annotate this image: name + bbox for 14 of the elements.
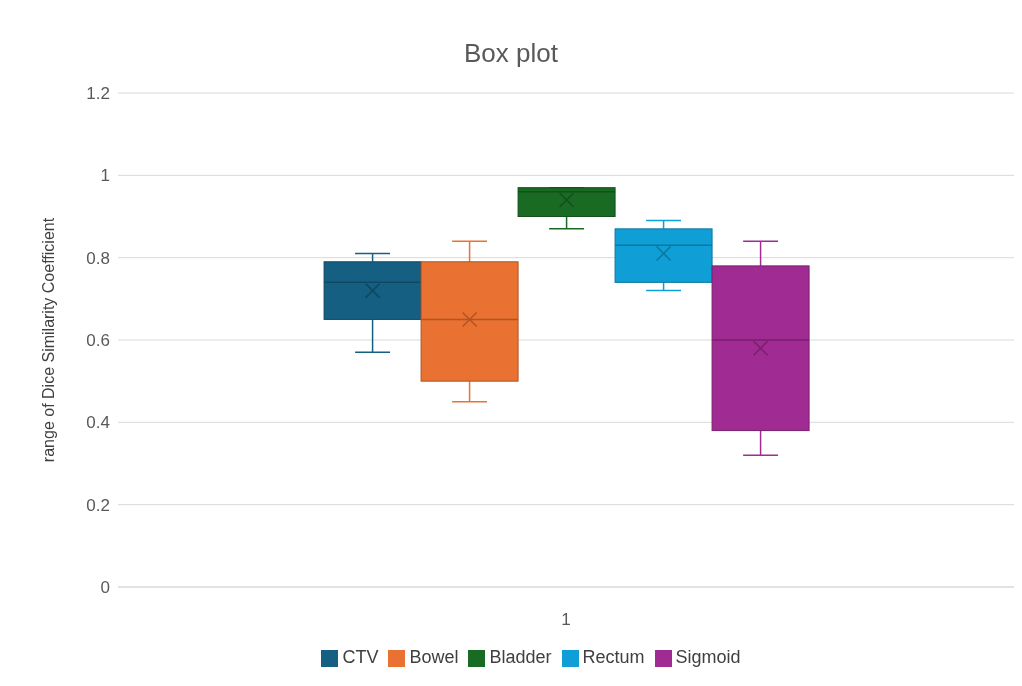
y-tick-label: 0.2 bbox=[86, 495, 110, 515]
y-tick-label: 0.4 bbox=[86, 413, 110, 433]
y-tick-label: 0.8 bbox=[86, 248, 110, 268]
legend-label: Sigmoid bbox=[675, 647, 741, 667]
y-tick-label: 1.2 bbox=[86, 84, 110, 104]
legend-label: Bladder bbox=[489, 647, 552, 667]
y-axis-title: range of Dice Similarity Coefficient bbox=[39, 217, 57, 463]
y-tick-label: 0.6 bbox=[86, 331, 110, 351]
y-tick-label: 0 bbox=[100, 578, 110, 598]
legend-label: Rectum bbox=[582, 647, 645, 667]
y-tick-label: 1 bbox=[100, 166, 110, 186]
legend-label: Bowel bbox=[409, 647, 459, 667]
legend-label: CTV bbox=[342, 647, 379, 667]
chart-title: Box plot bbox=[463, 37, 559, 70]
